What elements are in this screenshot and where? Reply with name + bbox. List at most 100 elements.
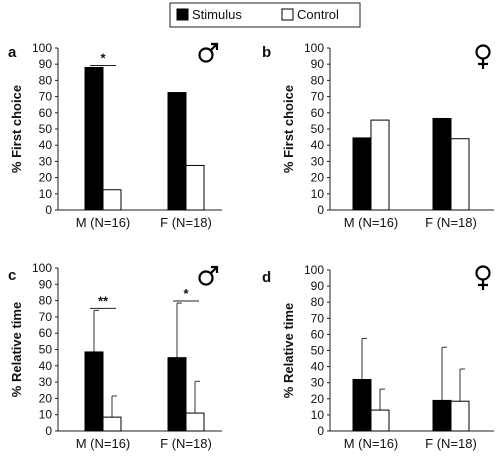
y-tick-label: 80: [311, 73, 325, 87]
y-tick-label: 60: [311, 106, 325, 120]
y-tick-label: 40: [311, 138, 325, 152]
y-tick-label: 20: [39, 391, 53, 405]
y-axis-label: % Relative time: [9, 302, 24, 397]
y-tick-label: 90: [311, 279, 325, 293]
legend: Stimulus Control: [169, 2, 361, 28]
bar-stimulus: [352, 378, 372, 432]
legend-label-stimulus: Stimulus: [192, 7, 242, 22]
y-tick-label: 90: [39, 57, 53, 71]
bar-control: [102, 416, 122, 432]
y-tick-label: 10: [39, 187, 53, 201]
panel-label: c: [8, 267, 16, 284]
y-tick-label: 20: [311, 171, 325, 185]
x-category-label: F (N=18): [425, 215, 477, 230]
y-tick-label: 80: [39, 294, 53, 308]
y-tick-label: 30: [39, 375, 53, 389]
y-axis-label: % First choice: [281, 85, 296, 173]
y-tick-label: 20: [311, 392, 325, 406]
bar-stimulus: [432, 117, 452, 211]
male-symbol-icon: [198, 42, 219, 63]
legend-frame: [169, 2, 361, 28]
bar-control: [370, 409, 390, 432]
male-symbol-arrow-head: [211, 265, 219, 273]
panel-d: 0 10 20 30 40 50 60 70 80 90 100 % Relative time d M …: [262, 263, 494, 451]
legend-swatch-control: [281, 8, 294, 21]
y-tick-label: 30: [311, 154, 325, 168]
y-tick-label: 100: [32, 261, 52, 275]
y-tick-label: 30: [39, 154, 53, 168]
y-tick-label: 50: [311, 344, 325, 358]
y-tick-label: 80: [39, 73, 53, 87]
y-tick-label: 70: [39, 310, 53, 324]
y-tick-label: 70: [311, 90, 325, 104]
bar-stimulus: [167, 357, 187, 432]
male-symbol-ring: [198, 47, 214, 63]
legend-label-control: Control: [297, 7, 339, 22]
male-symbol-icon: [198, 265, 219, 286]
panel-b: 0 10 20 30 40 50 60 70 80 90 100 % First choice b M (…: [262, 41, 494, 230]
y-tick-label: 0: [45, 424, 52, 438]
bar-stimulus: [84, 351, 104, 432]
y-tick-label: 90: [311, 57, 325, 71]
y-tick-label: 0: [317, 424, 324, 438]
y-tick-label: 10: [311, 187, 325, 201]
x-category-label: M (N=16): [344, 436, 399, 451]
bar-stimulus: [352, 137, 372, 211]
y-tick-label: 10: [39, 408, 53, 422]
bar-control: [370, 119, 390, 211]
x-category-label: M (N=16): [344, 215, 399, 230]
y-tick-label: 40: [39, 359, 53, 373]
y-tick-label: 40: [311, 360, 325, 374]
y-tick-label: 50: [311, 122, 325, 136]
female-symbol-ring: [475, 44, 491, 60]
y-tick-label: 40: [39, 138, 53, 152]
female-symbol-icon: [475, 44, 491, 69]
y-tick-label: 60: [39, 326, 53, 340]
y-tick-label: 10: [311, 408, 325, 422]
bar-control: [450, 400, 470, 432]
y-tick-label: 50: [39, 122, 53, 136]
x-category-label: M (N=16): [76, 215, 131, 230]
y-tick-label: 70: [311, 311, 325, 325]
y-tick-label: 0: [45, 203, 52, 217]
significance-marker: *: [100, 50, 106, 65]
y-tick-label: 0: [317, 203, 324, 217]
y-tick-label: 100: [304, 263, 324, 277]
panel-label: a: [8, 44, 17, 61]
panel-label: d: [262, 269, 271, 286]
y-tick-label: 90: [39, 277, 53, 291]
male-symbol-ring: [198, 270, 214, 286]
y-tick-label: 20: [39, 171, 53, 185]
y-axis-label: % Relative time: [281, 303, 296, 398]
bar-control: [185, 164, 205, 211]
bar-stimulus: [167, 92, 187, 211]
panel-c: 0 10 20 30 40 50 60 70 80 90 100 % Relative time c M …: [8, 261, 222, 451]
female-symbol-ring: [475, 265, 491, 281]
bar-stimulus: [84, 66, 104, 211]
female-symbol-icon: [475, 265, 491, 290]
y-tick-label: 60: [39, 106, 53, 120]
panel-label: b: [262, 44, 271, 61]
x-category-label: F (N=18): [160, 436, 212, 451]
bar-control: [450, 138, 470, 211]
x-category-label: F (N=18): [160, 215, 212, 230]
y-tick-label: 50: [39, 343, 53, 357]
y-tick-label: 70: [39, 90, 53, 104]
legend-swatch-stimulus: [176, 8, 189, 21]
y-tick-label: 100: [304, 41, 324, 55]
y-tick-label: 100: [32, 41, 52, 55]
panel-a: 0 10 20 30 40 50 60 70 80 90 100 % First choice a M (…: [8, 41, 222, 230]
y-axis-label: % First choice: [9, 85, 24, 173]
y-tick-label: 30: [311, 376, 325, 390]
significance-marker: *: [183, 286, 189, 301]
x-category-label: M (N=16): [76, 436, 131, 451]
y-tick-label: 80: [311, 295, 325, 309]
bar-stimulus: [432, 399, 452, 432]
y-tick-label: 60: [311, 327, 325, 341]
male-symbol-arrow-head: [211, 42, 219, 50]
bar-control: [185, 412, 205, 432]
x-category-label: F (N=18): [425, 436, 477, 451]
